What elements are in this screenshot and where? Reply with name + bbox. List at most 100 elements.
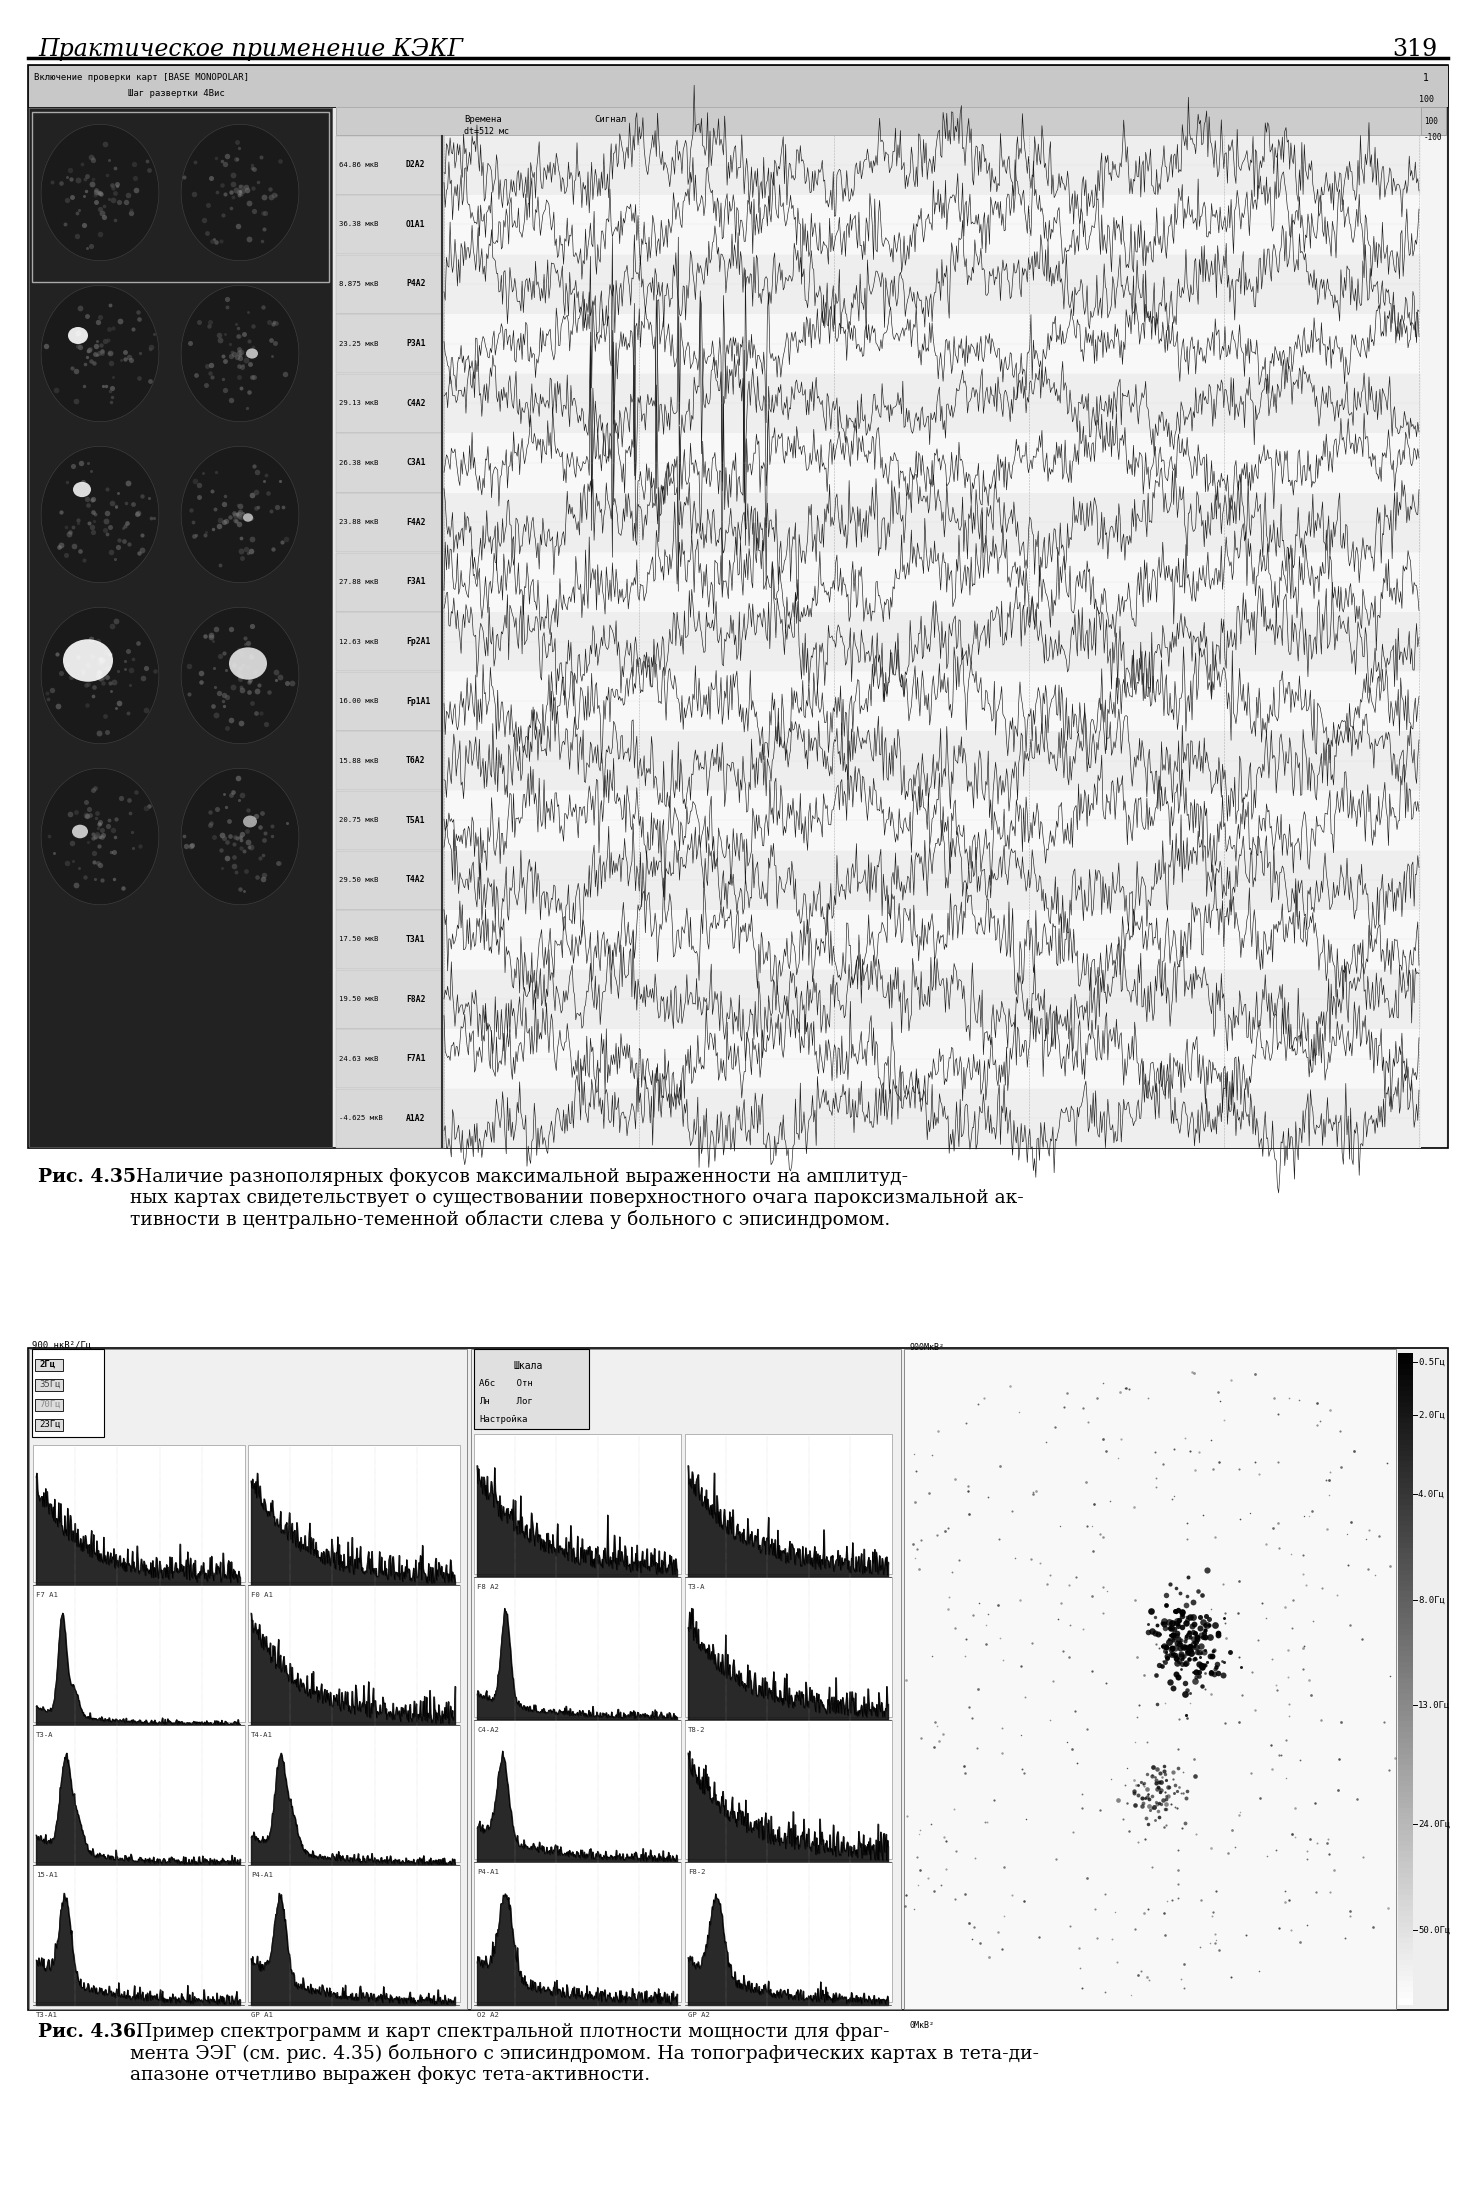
- Point: [1162, 1755, 1185, 1790]
- Point: [96, 714, 120, 749]
- Point: [1151, 1446, 1175, 1481]
- Point: [227, 651, 251, 686]
- Point: [83, 861, 106, 896]
- Point: [1199, 1422, 1222, 1457]
- Point: [125, 496, 149, 531]
- Bar: [1398, 1641, 1413, 1647]
- Point: [195, 216, 218, 251]
- Point: [215, 680, 239, 714]
- Point: [1182, 1741, 1206, 1776]
- Bar: [1398, 1359, 1413, 1366]
- Point: [242, 448, 266, 483]
- Point: [952, 1748, 976, 1783]
- Point: [1132, 1658, 1156, 1693]
- Point: [112, 524, 136, 559]
- Point: [1165, 1639, 1188, 1674]
- Point: [236, 815, 260, 850]
- Point: [1300, 1604, 1324, 1639]
- Point: [213, 636, 236, 671]
- Point: [127, 535, 151, 570]
- Point: [96, 472, 120, 507]
- Point: [204, 697, 227, 732]
- Bar: [685, 1578, 892, 1717]
- Point: [1191, 1647, 1215, 1682]
- Point: [99, 666, 123, 701]
- Ellipse shape: [41, 125, 159, 260]
- Point: [61, 179, 84, 214]
- Point: [1048, 1508, 1072, 1543]
- Point: [235, 391, 258, 426]
- Point: [1066, 1746, 1089, 1781]
- Point: [80, 343, 103, 378]
- Point: [1197, 1619, 1221, 1654]
- Point: [103, 542, 127, 577]
- Bar: [1398, 1613, 1413, 1621]
- Point: [198, 795, 221, 830]
- Point: [103, 203, 127, 238]
- Point: [227, 819, 251, 854]
- Point: [1132, 1765, 1156, 1800]
- Point: [1290, 1630, 1314, 1665]
- Point: [204, 225, 227, 260]
- Point: [1108, 1420, 1132, 1455]
- Bar: [337, 107, 1446, 135]
- Point: [1383, 1741, 1407, 1776]
- Point: [1069, 1951, 1092, 1986]
- Point: [1098, 1484, 1122, 1519]
- Point: [1181, 1654, 1204, 1689]
- Text: 12.63 мкВ: 12.63 мкВ: [339, 638, 378, 645]
- Point: [204, 669, 227, 704]
- Point: [187, 481, 211, 516]
- Point: [63, 811, 87, 846]
- Bar: [32, 1724, 245, 1862]
- Point: [1173, 1630, 1197, 1665]
- Point: [242, 361, 266, 395]
- Point: [134, 791, 158, 826]
- Point: [1199, 1593, 1222, 1628]
- Point: [1315, 1512, 1339, 1547]
- Point: [1058, 1910, 1082, 1945]
- Bar: [1398, 1905, 1413, 1912]
- Point: [134, 651, 158, 686]
- Point: [1201, 1894, 1225, 1929]
- Point: [1182, 1357, 1206, 1392]
- Point: [96, 496, 120, 531]
- Point: [241, 610, 264, 645]
- Bar: [35, 1418, 63, 1431]
- Bar: [1398, 1971, 1413, 1977]
- Point: [137, 789, 161, 824]
- Point: [1175, 1700, 1199, 1735]
- Point: [46, 688, 69, 723]
- Bar: [1398, 1781, 1413, 1787]
- Text: 24.0Гц: 24.0Гц: [1418, 1820, 1451, 1829]
- Point: [1148, 1772, 1172, 1807]
- Point: [976, 1805, 999, 1840]
- Text: T3-A1: T3-A1: [35, 2012, 58, 2019]
- Bar: [1398, 1846, 1413, 1853]
- Point: [1255, 1840, 1278, 1875]
- Point: [258, 494, 282, 529]
- Point: [229, 662, 252, 697]
- Point: [1175, 1578, 1199, 1613]
- Bar: [474, 1720, 680, 1859]
- Point: [81, 817, 105, 852]
- Point: [238, 830, 261, 865]
- Point: [204, 492, 227, 527]
- Point: [62, 509, 86, 544]
- Point: [235, 336, 258, 371]
- Text: 27.88 мкВ: 27.88 мкВ: [339, 579, 378, 586]
- Point: [238, 186, 261, 221]
- Point: [102, 310, 125, 345]
- Point: [236, 793, 260, 828]
- Point: [1280, 1610, 1303, 1645]
- Bar: [1398, 1370, 1413, 1377]
- Bar: [248, 1444, 461, 1582]
- Point: [183, 518, 207, 553]
- Ellipse shape: [244, 815, 257, 828]
- Bar: [337, 315, 1421, 374]
- Point: [105, 603, 128, 638]
- Bar: [1398, 1993, 1413, 1999]
- Point: [1191, 1615, 1215, 1650]
- Bar: [1398, 1591, 1413, 1599]
- Point: [106, 529, 130, 564]
